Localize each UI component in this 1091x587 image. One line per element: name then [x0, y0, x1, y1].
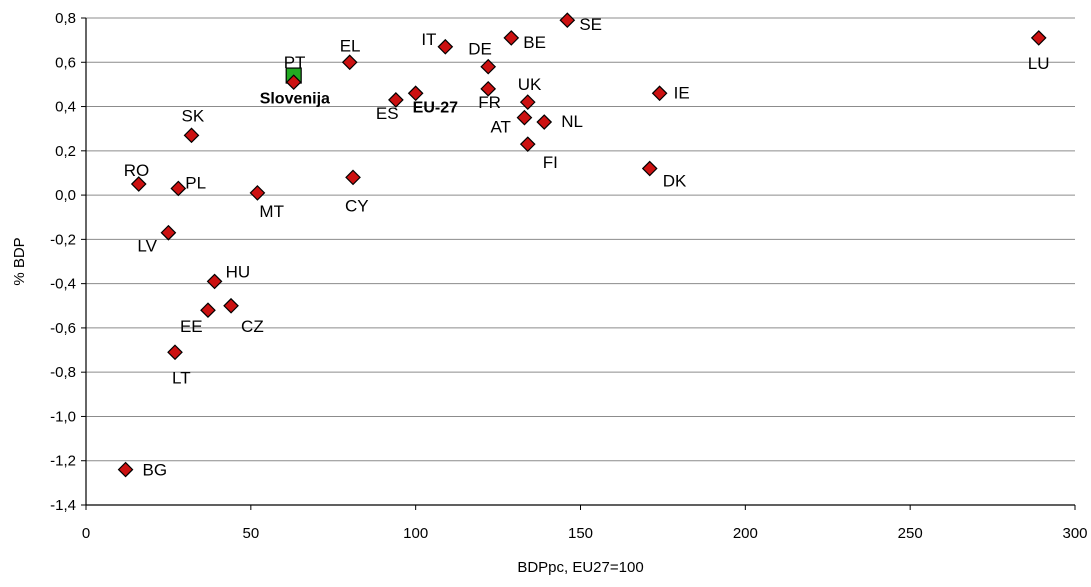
data-point-uk — [519, 94, 536, 110]
point-label-sk: SK — [181, 106, 204, 125]
point-label-eu-27: EU-27 — [413, 99, 458, 116]
y-tick-label: -0,6 — [50, 320, 76, 337]
x-tick-label: 150 — [568, 525, 593, 542]
data-point-be — [503, 30, 520, 46]
x-tick-label: 200 — [733, 525, 758, 542]
point-label-lu: LU — [1028, 54, 1050, 73]
point-label-bg: BG — [143, 461, 168, 480]
x-tick-label: 100 — [403, 525, 428, 542]
data-point-el — [341, 54, 358, 71]
point-label-at: AT — [490, 118, 510, 137]
data-point-pl — [170, 180, 187, 197]
point-label-cy: CY — [345, 196, 369, 215]
y-axis-ticks: 0,8 0,6 0,4 0,2 0,0 -0,2 -0,4 -0,6 -0,8 -1,0 -1,2 -… — [50, 10, 86, 514]
y-tick-label: -1,4 — [50, 497, 76, 514]
data-point-se — [559, 12, 576, 29]
data-point-it — [437, 38, 454, 55]
point-label-slovenija: Slovenija — [260, 91, 330, 108]
data-point-lu — [1030, 30, 1047, 46]
x-axis-title: BDPpc, EU27=100 — [517, 559, 643, 576]
data-point-nl — [536, 114, 553, 130]
data-point-ro — [130, 176, 147, 192]
data-point-fi — [519, 136, 536, 153]
point-label-el: EL — [340, 36, 361, 55]
y-tick-label: 0,2 — [55, 143, 76, 160]
point-label-fr: FR — [478, 93, 501, 112]
y-tick-label: 0,4 — [55, 99, 76, 116]
y-tick-label: 0,6 — [55, 54, 76, 71]
y-tick-label: -0,2 — [50, 231, 76, 248]
gridlines — [86, 17, 1075, 462]
x-tick-label: 0 — [82, 525, 90, 542]
point-label-ee: EE — [180, 317, 203, 336]
data-point-cy — [345, 169, 361, 186]
point-label-pt: PT — [284, 53, 306, 72]
point-label-ro: RO — [124, 161, 150, 180]
y-tick-label: 0,8 — [55, 10, 76, 27]
point-label-fi: FI — [543, 153, 558, 172]
data-point-ee — [200, 302, 216, 319]
data-point-es — [388, 92, 404, 108]
point-label-pl: PL — [185, 173, 206, 192]
data-point-cz — [223, 297, 239, 314]
data-points — [117, 12, 1047, 478]
data-point-eu-27 — [407, 85, 424, 102]
x-tick-label: 50 — [242, 525, 259, 542]
data-point-ie — [651, 85, 668, 102]
y-tick-label: -0,4 — [50, 276, 76, 293]
y-tick-label: -0,8 — [50, 364, 76, 381]
data-point-dk — [641, 160, 658, 177]
x-tick-label: 300 — [1062, 525, 1087, 542]
y-tick-label: 0,0 — [55, 187, 76, 204]
point-label-it: IT — [421, 30, 436, 49]
data-point-at — [516, 109, 533, 126]
data-point-lv — [160, 224, 177, 241]
y-tick-label: -1,2 — [50, 453, 76, 470]
point-label-be: BE — [523, 33, 546, 52]
point-label-se: SE — [579, 15, 602, 34]
data-point-fr — [480, 80, 497, 97]
data-point-mt — [249, 185, 266, 201]
data-point-lt — [167, 344, 183, 361]
point-label-hu: HU — [226, 262, 251, 281]
x-axis-ticks: 0 50 100 150 200 250 300 — [82, 505, 1088, 542]
y-tick-label: -1,0 — [50, 408, 76, 425]
point-label-mt: MT — [259, 202, 284, 221]
point-label-de: DE — [468, 40, 492, 59]
point-label-cz: CZ — [241, 317, 264, 336]
data-point-de — [480, 58, 497, 75]
point-label-es: ES — [376, 104, 399, 123]
point-label-ie: IE — [674, 83, 690, 102]
data-point-sk — [183, 127, 200, 144]
point-label-nl: NL — [561, 112, 583, 131]
data-point-hu — [206, 273, 223, 290]
data-point-bg — [117, 461, 134, 478]
point-label-uk: UK — [518, 75, 542, 94]
point-label-lt: LT — [172, 368, 191, 387]
point-labels: SE BE IT EL DE PT FR EU-27 ES UK AT NL FI SK IE DK LU RO P… — [124, 15, 1050, 479]
x-tick-label: 250 — [898, 525, 923, 542]
point-label-lv: LV — [137, 237, 157, 256]
y-axis-title: % BDP — [11, 237, 28, 285]
point-label-dk: DK — [663, 172, 687, 191]
data-point-pt — [285, 74, 302, 91]
